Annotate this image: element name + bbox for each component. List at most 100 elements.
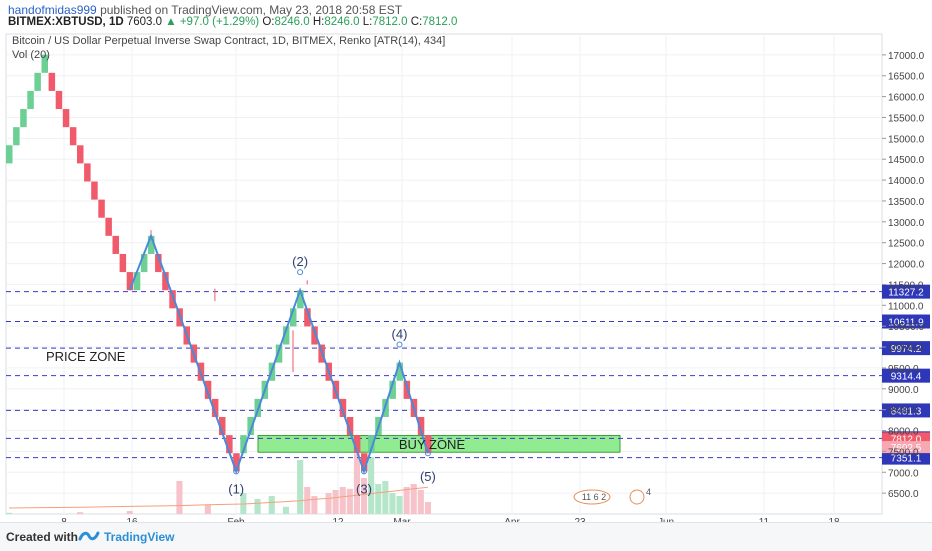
volume-bar <box>361 478 368 514</box>
publish-line: handofmidas999 published on TradingView.… <box>8 3 402 17</box>
price-change: +97.0 (+1.29%) <box>179 16 260 28</box>
event-badges: 11 6 2 4 <box>573 487 651 505</box>
level-badge-label: 8481.3 <box>891 406 922 417</box>
x-tick-label: 12 <box>332 517 344 522</box>
y-tick-label: 8000.0 <box>888 427 919 438</box>
renko-brick <box>169 290 176 309</box>
volume-bar <box>304 487 311 514</box>
volume-bar <box>311 496 318 514</box>
x-tick-label: 16 <box>126 517 138 522</box>
volume-bar <box>382 481 389 514</box>
renko-brick <box>339 398 347 417</box>
y-tick-label: 15000.0 <box>888 134 925 145</box>
price-badge-label: 7812.0 <box>891 434 922 445</box>
tradingview-brand[interactable]: TradingView <box>104 530 175 544</box>
level-badge <box>882 450 930 465</box>
up-arrow-icon: ▲ <box>165 16 177 28</box>
wave-label: (1) <box>228 481 244 496</box>
level-badge <box>882 314 930 329</box>
renko-brick <box>346 416 354 436</box>
price-axis[interactable]: 6500.0 7000.0 7500.0 8000.0 8500.0 9000.0 9500… <box>882 51 925 500</box>
volume-bar <box>6 512 13 514</box>
wave-labels: (1) (2) (3) (4) (5) <box>228 254 436 496</box>
wave-label: (2) <box>292 254 308 269</box>
level-badge-label: 7351.1 <box>891 454 922 465</box>
renko-brick <box>155 253 162 273</box>
renko-brick <box>13 127 20 146</box>
renko-brick <box>361 453 368 472</box>
author-link[interactable]: handofmidas999 <box>8 3 97 17</box>
volume-bar <box>126 511 133 514</box>
price-badge <box>882 441 930 454</box>
plot-border <box>5 33 883 515</box>
volume-bar <box>268 496 275 514</box>
renko-brick <box>77 145 84 164</box>
renko-brick <box>240 435 247 454</box>
volume-indicator-label: Vol (20) <box>12 49 50 61</box>
level-badge <box>882 341 930 356</box>
y-tick-label: 12500.0 <box>888 239 925 250</box>
y-tick-label: 11000.0 <box>888 301 924 312</box>
renko-brick <box>396 362 403 381</box>
time-axis[interactable]: 8 16 Feb 12 Mar Apr 23 Jun 11 18 <box>61 517 840 522</box>
renko-brick <box>417 416 425 436</box>
renko-brick <box>389 380 396 399</box>
volume-bar <box>282 506 289 514</box>
chart-grid <box>5 33 883 515</box>
renko-brick <box>62 109 70 128</box>
renko-brick <box>282 326 290 345</box>
volume-bar <box>410 484 417 514</box>
y-tick-label: 14000.0 <box>888 176 925 187</box>
level-badge-label: 9974.2 <box>891 344 922 355</box>
footer: Created with TradingView <box>0 522 932 551</box>
renko-brick <box>304 308 311 327</box>
wave-label: (5) <box>420 469 436 484</box>
level-badge-label: 10611.9 <box>888 318 924 329</box>
y-tick-label: 13000.0 <box>888 218 925 229</box>
price-badge-label: 7602.5 <box>891 443 922 454</box>
x-tick-label: 8 <box>61 517 67 522</box>
renko-brick <box>55 90 63 110</box>
volume-bar <box>339 487 346 514</box>
renko-brick <box>126 272 134 291</box>
level-badge <box>882 403 930 418</box>
chart-header: handofmidas999 published on TradingView.… <box>0 0 932 30</box>
high-value: 8246.0 <box>324 16 360 28</box>
volume-bar <box>346 488 353 514</box>
renko-brick <box>233 453 240 472</box>
y-tick-label: 14500.0 <box>888 155 925 166</box>
buy-zone-label: BUY ZONE <box>399 437 466 452</box>
x-tick-label: Jun <box>658 517 674 522</box>
renko-brick <box>84 163 91 182</box>
y-tick-label: 12000.0 <box>888 260 925 271</box>
renko-brick <box>353 435 361 454</box>
renko-brick <box>6 145 13 164</box>
renko-brick <box>290 308 297 327</box>
event-badge-counts: 11 6 2 <box>582 492 606 502</box>
renko-brick <box>34 72 41 91</box>
volume-bar <box>204 505 211 514</box>
volume-bar <box>353 454 360 514</box>
y-tick-label: 8500.0 <box>888 406 919 417</box>
close-value: 7812.0 <box>422 16 458 28</box>
y-tick-label: 16500.0 <box>888 72 925 83</box>
renko-brick <box>247 416 254 436</box>
level-badge <box>882 368 930 383</box>
renko-brick <box>91 181 98 200</box>
renko-brick <box>133 272 141 291</box>
renko-brick <box>148 235 155 254</box>
renko-chart[interactable]: 11327.210611.99974.29314.48481.37812.673… <box>0 30 932 522</box>
renko-brick <box>368 435 375 454</box>
renko-brick <box>20 109 27 128</box>
volume-bar <box>368 457 375 514</box>
volume-bar <box>389 493 396 514</box>
x-tick-label: 23 <box>574 517 586 522</box>
event-badge <box>629 489 645 505</box>
wave-label: (3) <box>356 481 372 496</box>
renko-brick <box>275 344 283 363</box>
price-zone-label: PRICE ZONE <box>46 349 126 364</box>
volume-bar <box>254 499 261 514</box>
elliott-wave-line <box>128 233 429 475</box>
last-price: 7603.0 <box>126 16 163 28</box>
renko-brick <box>48 72 56 91</box>
